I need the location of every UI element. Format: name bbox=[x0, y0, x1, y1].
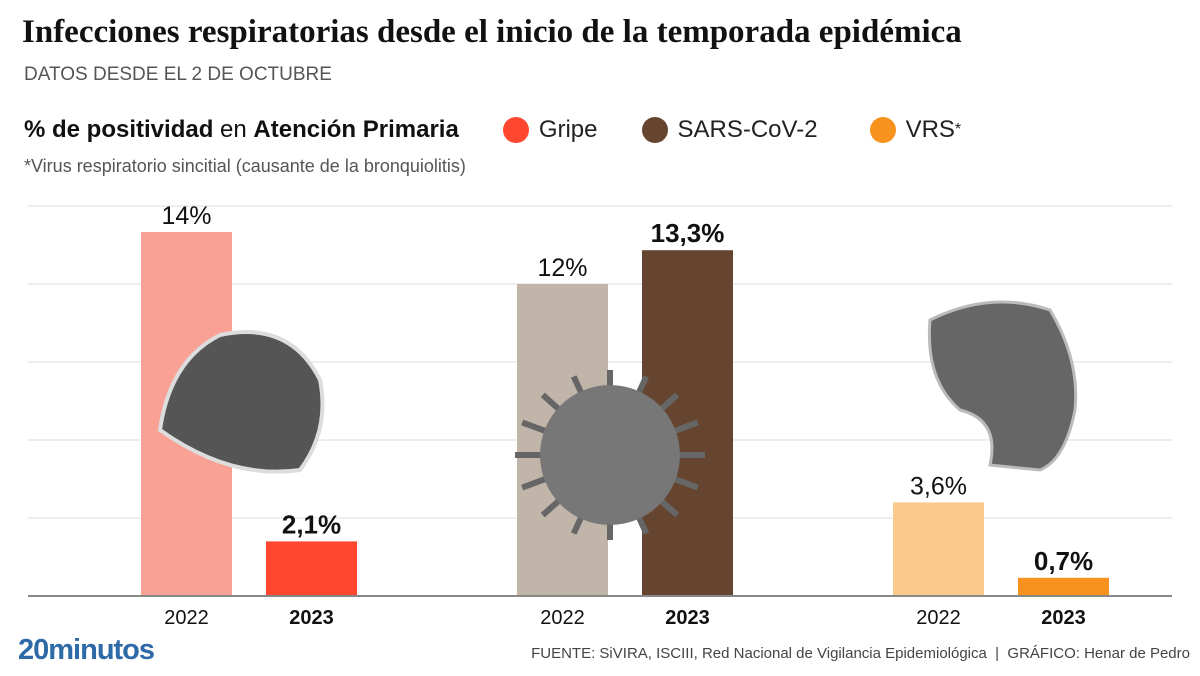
rsv-virus-icon bbox=[927, 300, 1078, 472]
chart-subtitle: DATOS DESDE EL 2 DE OCTUBRE bbox=[24, 64, 332, 85]
legend-item-vrs: VRS * bbox=[869, 116, 962, 144]
legend-label-bold: % de positividad bbox=[24, 116, 214, 143]
x-tick-label: 2023 bbox=[289, 607, 334, 629]
data-label: 0,7% bbox=[1034, 546, 1093, 576]
data-label: 2,1% bbox=[282, 509, 341, 539]
logo: 20minutos bbox=[18, 634, 155, 666]
legend-text: Gripe bbox=[538, 116, 598, 143]
legend-item-sars: SARS-CoV-2 bbox=[641, 116, 818, 144]
chart-title: Infecciones respiratorias desde el inici… bbox=[22, 14, 962, 50]
legend: % de positividad en Atención Primaria Gr… bbox=[24, 116, 961, 144]
legend-dot bbox=[869, 117, 896, 143]
x-tick-label: 2022 bbox=[916, 607, 961, 629]
influenza-virus-icon bbox=[157, 330, 325, 474]
x-tick-label: 2023 bbox=[665, 607, 710, 629]
data-label: 12% bbox=[537, 254, 587, 282]
data-label: 14% bbox=[161, 202, 211, 230]
legend-sup: * bbox=[954, 121, 962, 138]
x-tick-label: 2022 bbox=[540, 607, 585, 629]
legend-label-bold: Atención Primaria bbox=[253, 116, 459, 143]
bar-gripe-2023 bbox=[266, 541, 357, 596]
legend-item-gripe: Gripe bbox=[502, 116, 598, 144]
x-tick-label: 2023 bbox=[1041, 607, 1086, 629]
legend-text: SARS-CoV-2 bbox=[677, 116, 818, 143]
footnote: *Virus respiratorio sincitial (causante … bbox=[24, 156, 466, 176]
legend-dot bbox=[502, 117, 529, 143]
data-label: 3,6% bbox=[910, 472, 967, 500]
bar-vrs-2023 bbox=[1018, 577, 1109, 596]
bar-vrs-2022 bbox=[893, 502, 984, 596]
coronavirus-body bbox=[540, 385, 680, 525]
legend-label: en bbox=[213, 116, 254, 143]
source-text: FUENTE: SiVIRA, ISCIII, Red Nacional de … bbox=[531, 645, 1190, 662]
legend-dot bbox=[641, 117, 668, 143]
data-label: 13,3% bbox=[651, 218, 725, 248]
legend-text: VRS bbox=[905, 116, 955, 143]
x-tick-label: 2022 bbox=[164, 607, 209, 629]
